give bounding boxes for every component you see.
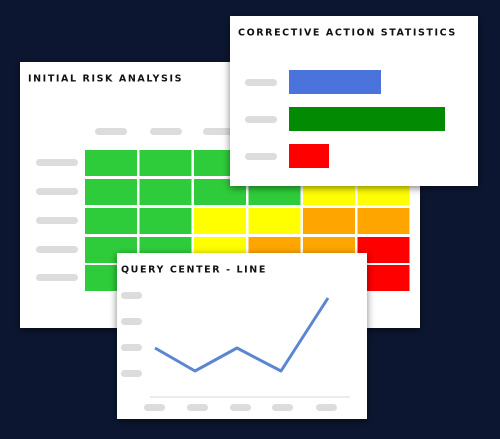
- cell: [303, 208, 355, 234]
- label-placeholder: [121, 318, 142, 325]
- label-placeholder: [36, 188, 78, 195]
- card-title: INITIAL RISK ANALYSIS: [28, 74, 183, 85]
- label-placeholder: [150, 128, 182, 135]
- label-placeholder: [230, 404, 251, 411]
- label-placeholder: [245, 116, 277, 123]
- label-placeholder: [121, 292, 142, 299]
- cell: [85, 208, 137, 234]
- cell: [139, 208, 192, 234]
- cell: [357, 208, 410, 234]
- cell: [139, 150, 192, 176]
- bar: [289, 144, 329, 168]
- label-placeholder: [203, 128, 235, 135]
- corrective-card: CORRECTIVE ACTION STATISTICS: [230, 16, 478, 186]
- label-placeholder: [36, 246, 78, 253]
- cell: [85, 179, 137, 205]
- bar: [289, 70, 381, 94]
- line: [154, 297, 330, 373]
- label-placeholder: [245, 79, 277, 86]
- label-placeholder: [121, 344, 142, 351]
- cell: [194, 208, 246, 234]
- label-placeholder: [95, 128, 127, 135]
- label-placeholder: [272, 404, 293, 411]
- cell: [85, 150, 137, 176]
- label-placeholder: [245, 153, 277, 160]
- card: [230, 16, 478, 186]
- cell: [248, 208, 301, 234]
- label-placeholder: [121, 370, 142, 377]
- label-placeholder: [36, 159, 78, 166]
- cell: [139, 179, 192, 205]
- label-placeholder: [144, 404, 165, 411]
- label-placeholder: [316, 404, 337, 411]
- label-placeholder: [187, 404, 208, 411]
- card-title: CORRECTIVE ACTION STATISTICS: [238, 28, 457, 39]
- query-card: QUERY CENTER - LINE: [117, 253, 367, 419]
- label-placeholder: [36, 274, 78, 281]
- bar: [289, 107, 445, 131]
- label-placeholder: [36, 217, 78, 224]
- card-title: QUERY CENTER - LINE: [121, 265, 267, 276]
- card: [117, 253, 367, 419]
